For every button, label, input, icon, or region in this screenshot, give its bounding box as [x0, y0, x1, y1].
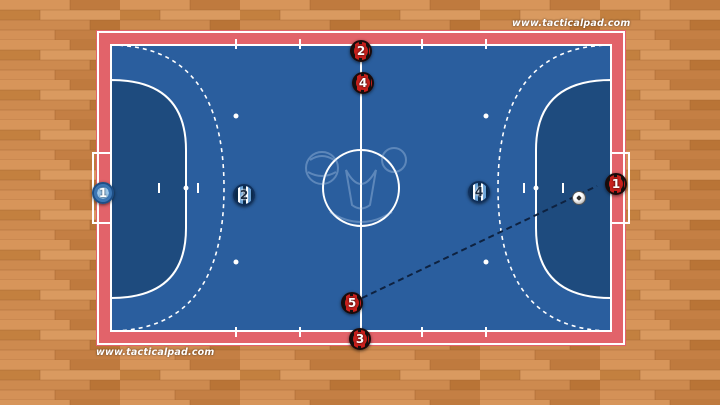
watermark-top: www.tacticalpad.com [512, 18, 631, 29]
futsal-ball-icon[interactable] [572, 191, 586, 205]
player-number: 5 [345, 296, 359, 310]
blue-goalkeeper-1[interactable]: 1 [92, 182, 114, 204]
watermark-bottom: www.tacticalpad.com [96, 347, 215, 358]
player-number: 2 [239, 188, 249, 202]
pass-arrow [361, 185, 598, 299]
player-number: 4 [356, 76, 370, 90]
player-number: 3 [353, 332, 367, 346]
red-player-2[interactable]: 2 [350, 40, 372, 62]
red-player-5[interactable]: 5 [341, 292, 363, 314]
left-penalty-area [110, 78, 187, 300]
center-logo-icon [305, 147, 407, 223]
player-number: 2 [354, 44, 368, 58]
player-number: 4 [474, 185, 484, 199]
right-penalty-area [535, 78, 612, 300]
player-number: 1 [98, 186, 108, 200]
red-player-4[interactable]: 4 [352, 72, 374, 94]
blue-player-4[interactable]: 4 [468, 181, 490, 203]
blue-player-2[interactable]: 2 [233, 184, 255, 206]
red-player-3[interactable]: 3 [349, 328, 371, 350]
red-goalkeeper-1[interactable]: 1 [605, 173, 627, 195]
player-number: 1 [609, 177, 623, 191]
center-circle [322, 149, 400, 227]
